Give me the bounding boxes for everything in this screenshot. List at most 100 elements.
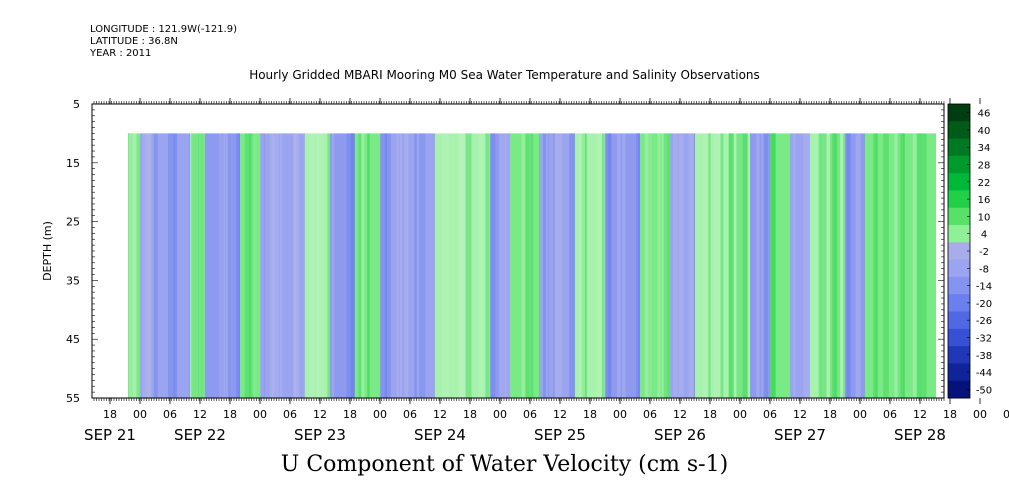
- heatmap-cell: [201, 133, 205, 398]
- heatmap-cell: [771, 133, 776, 398]
- heatmap-cell: [829, 133, 838, 398]
- heatmap-cell: [140, 133, 190, 398]
- x-hour-label: 06: [403, 408, 417, 421]
- heatmap-cell: [569, 133, 573, 398]
- heatmap-cell: [484, 133, 490, 398]
- heatmap-cell: [846, 133, 851, 398]
- colorbar-swatch: [948, 311, 970, 330]
- x-hour-label: 12: [313, 408, 327, 421]
- heatmap-cell: [151, 133, 158, 398]
- x-date-label: SEP 21: [84, 426, 136, 444]
- colorbar-swatch: [948, 207, 970, 226]
- colorbar-label: -26: [976, 316, 992, 327]
- heatmap-cell: [720, 133, 724, 398]
- x-hour-label: 18: [703, 408, 717, 421]
- heatmap-cell: [227, 133, 231, 398]
- heatmap-cell: [622, 133, 626, 398]
- heatmap-cell: [678, 133, 684, 398]
- heatmap-cell: [128, 133, 137, 398]
- heatmap-cell: [168, 133, 173, 398]
- heatmap-cell: [367, 133, 370, 398]
- heatmap-cell: [638, 133, 640, 398]
- heatmap-cell: [548, 133, 555, 398]
- latitude-label: LATITUDE : 36.8N: [90, 36, 178, 47]
- heatmap-cell: [355, 133, 380, 398]
- x-hour-label: 06: [643, 408, 657, 421]
- heatmap-cell: [142, 133, 151, 398]
- heatmap-cell: [763, 133, 769, 398]
- colorbar-swatch: [948, 380, 970, 399]
- heatmap-cell: [132, 133, 137, 398]
- heatmap-cell: [198, 133, 203, 398]
- heatmap-cell: [367, 133, 370, 398]
- heatmap-cell: [260, 133, 305, 398]
- heatmap-cell: [316, 133, 320, 398]
- heatmap-cell: [249, 133, 254, 398]
- colorbar-label: 22: [978, 178, 991, 189]
- heatmap-cell: [293, 133, 300, 398]
- heatmap-cell: [240, 133, 260, 398]
- longitude-label: LONGITUDE : 121.9W(-121.9): [90, 24, 237, 35]
- heatmap-cell: [617, 133, 621, 398]
- heatmap-cell: [790, 133, 810, 398]
- heatmap-cell: [238, 133, 240, 398]
- x-date-label: SEP 24: [414, 426, 466, 444]
- heatmap-cell: [750, 133, 770, 398]
- heatmap-cell: [708, 133, 711, 398]
- x-hour-label: 12: [913, 408, 927, 421]
- colorbar-swatch: [948, 173, 970, 191]
- y-tick-label: 5: [73, 98, 80, 111]
- heatmap-cell: [670, 133, 695, 398]
- colorbar-label: -50: [976, 385, 992, 396]
- colorbar-label: -20: [976, 299, 992, 310]
- heatmap-cell: [530, 133, 534, 398]
- x-date-label: SEP 22: [174, 426, 226, 444]
- y-tick-label: 35: [66, 274, 80, 287]
- colorbar-swatch: [948, 190, 970, 209]
- heatmap-cell: [584, 133, 588, 398]
- x-hour-label: 12: [793, 408, 807, 421]
- heatmap-cell: [505, 133, 510, 398]
- heatmap-cell: [833, 133, 841, 398]
- heatmap-cell: [538, 133, 540, 398]
- heatmap-cell: [770, 133, 790, 398]
- colorbar-swatch: [948, 225, 970, 243]
- colorbar: 46 40 34 28 22 16 10 4 -2 -8 -14 -20 -26 -32 -38 -44 -50: [947, 103, 992, 399]
- heatmap-cell: [770, 133, 775, 398]
- heatmap-cell: [673, 133, 678, 398]
- heatmap-cell: [149, 133, 154, 398]
- heatmap-cell: [205, 133, 240, 398]
- x-hour-label: 12: [433, 408, 447, 421]
- heatmap-cell: [172, 133, 176, 398]
- heatmap-cell: [260, 133, 265, 398]
- x-date-label: SEP 27: [774, 426, 826, 444]
- colorbar-label: -14: [976, 282, 992, 293]
- heatmap-cell: [510, 133, 540, 398]
- x-hour-label: 18: [943, 408, 957, 421]
- heatmap-cell: [404, 133, 409, 398]
- heatmap-cell: [728, 133, 733, 398]
- x-hour-label: 12: [673, 408, 687, 421]
- colorbar-label: -44: [976, 368, 992, 379]
- colorbar-swatch: [948, 346, 970, 364]
- colorbar-label: 4: [981, 230, 987, 241]
- heatmap-cell: [460, 133, 469, 398]
- heatmap-cell: [542, 133, 546, 398]
- x-hour-label: 00: [973, 408, 987, 421]
- x-axis-title: U Component of Water Velocity (cm s-1): [280, 452, 729, 477]
- heatmap-cell: [714, 133, 722, 398]
- heatmap-cell: [350, 133, 355, 398]
- x-hour-label: 06: [883, 408, 897, 421]
- x-hour-label: 06: [283, 408, 297, 421]
- x-hour-label: 18: [103, 408, 117, 421]
- x-hour-label: 06: [163, 408, 177, 421]
- colorbar-swatch: [948, 121, 970, 140]
- y-tick-label: 55: [66, 392, 80, 405]
- heatmap-cell: [220, 133, 224, 398]
- heatmap-cell: [190, 133, 205, 398]
- x-hour-label: 18: [463, 408, 477, 421]
- heatmap-cell: [657, 133, 661, 398]
- heatmap-cell: [581, 133, 587, 398]
- heatmap-cell: [419, 133, 426, 398]
